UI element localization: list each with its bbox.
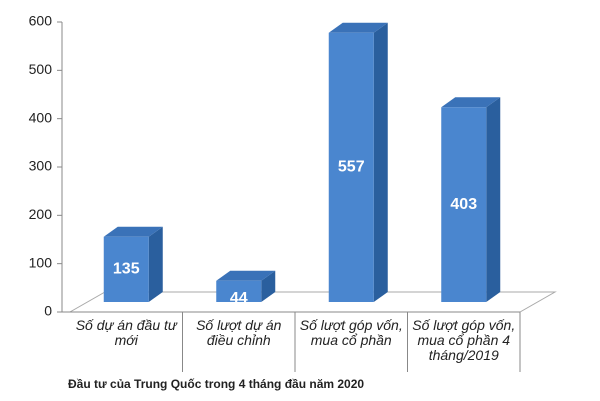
bar-front xyxy=(216,280,262,302)
value-label: 44 xyxy=(230,290,248,307)
bar-top xyxy=(103,226,163,237)
bar-top xyxy=(441,97,501,108)
x-tick-label: Số lượt góp vốn, mua cổ phần 4 tháng/201… xyxy=(412,317,516,363)
bar-top xyxy=(216,270,276,281)
value-label: 135 xyxy=(113,261,140,278)
y-tick-label: 500 xyxy=(29,61,53,77)
bar-top xyxy=(328,22,388,33)
bar xyxy=(216,270,276,302)
bar-side xyxy=(373,22,388,303)
bar-side xyxy=(148,226,163,302)
y-tick-label: 600 xyxy=(29,13,53,29)
bar-side xyxy=(261,270,276,302)
chart-title: Đầu tư của Trung Quốc trong 4 tháng đầu … xyxy=(68,377,365,391)
x-tick-label: Số lượt góp vốn, mua cổ phần xyxy=(299,317,403,348)
y-tick-label: 0 xyxy=(44,303,52,319)
value-label: 557 xyxy=(338,159,365,176)
y-tick-label: 300 xyxy=(29,158,53,174)
y-tick-label: 200 xyxy=(29,206,53,222)
bar-side xyxy=(486,97,501,302)
y-tick-label: 400 xyxy=(29,109,53,125)
bar xyxy=(441,97,501,302)
x-tick-label: Số dự án đầu tư mới xyxy=(75,317,177,348)
bar-front xyxy=(103,236,149,302)
bar xyxy=(103,226,163,302)
value-label: 403 xyxy=(450,196,477,213)
bar-front xyxy=(441,107,487,302)
bar xyxy=(328,22,388,303)
bar-front xyxy=(328,32,374,303)
x-tick-label: Số lượt dự án điều chỉnh xyxy=(196,317,282,348)
y-tick-label: 100 xyxy=(29,254,53,270)
